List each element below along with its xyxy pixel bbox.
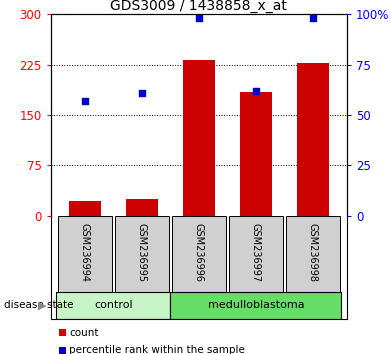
- Text: GSM236994: GSM236994: [80, 223, 90, 282]
- Bar: [57, 292, 170, 319]
- Point: [253, 88, 259, 94]
- Point: [196, 15, 202, 21]
- Text: GSM236997: GSM236997: [251, 223, 261, 282]
- Text: GSM236995: GSM236995: [137, 223, 147, 282]
- Bar: [115, 216, 169, 292]
- Bar: [69, 201, 101, 216]
- Point: [310, 15, 316, 21]
- Text: control: control: [94, 300, 133, 310]
- Text: ▶: ▶: [38, 300, 47, 310]
- Text: disease state: disease state: [4, 300, 73, 310]
- Text: count: count: [69, 328, 99, 338]
- Point: [139, 90, 145, 96]
- Title: GDS3009 / 1438858_x_at: GDS3009 / 1438858_x_at: [110, 0, 287, 13]
- Bar: [126, 199, 158, 216]
- Point: [82, 98, 88, 104]
- Text: GSM236998: GSM236998: [308, 223, 318, 282]
- Bar: [58, 216, 112, 292]
- Bar: [286, 216, 340, 292]
- Bar: [297, 63, 329, 216]
- Bar: [170, 292, 341, 319]
- Text: medulloblastoma: medulloblastoma: [207, 300, 304, 310]
- Text: percentile rank within the sample: percentile rank within the sample: [69, 346, 245, 354]
- Bar: [172, 216, 226, 292]
- Text: GSM236996: GSM236996: [194, 223, 204, 282]
- Bar: [183, 60, 214, 216]
- Bar: [240, 92, 271, 216]
- Bar: [229, 216, 283, 292]
